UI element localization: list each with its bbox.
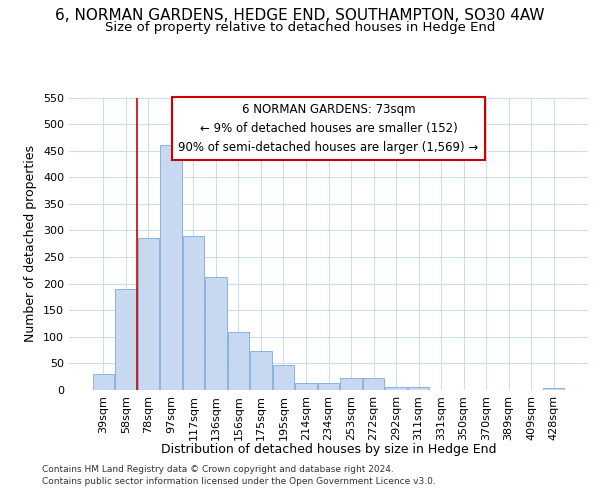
Y-axis label: Number of detached properties: Number of detached properties (25, 145, 37, 342)
Bar (250, 351, 272, 390)
Bar (115, 289, 137, 390)
Text: 6 NORMAN GARDENS: 73sqm
← 9% of detached houses are smaller (152)
90% of semi-de: 6 NORMAN GARDENS: 73sqm ← 9% of detached… (178, 104, 479, 154)
Bar (408, 388, 429, 390)
Bar (318, 383, 339, 390)
Bar (137, 238, 159, 390)
Text: Size of property relative to detached houses in Hedge End: Size of property relative to detached ho… (105, 22, 495, 35)
Bar (92, 374, 114, 390)
Bar (182, 236, 204, 390)
Bar (295, 383, 317, 390)
Text: Contains public sector information licensed under the Open Government Licence v3: Contains public sector information licen… (42, 477, 436, 486)
Text: 6, NORMAN GARDENS, HEDGE END, SOUTHAMPTON, SO30 4AW: 6, NORMAN GARDENS, HEDGE END, SOUTHAMPTO… (55, 8, 545, 22)
Bar (543, 388, 565, 390)
Bar (160, 146, 182, 390)
Text: Distribution of detached houses by size in Hedge End: Distribution of detached houses by size … (161, 442, 497, 456)
Bar (363, 378, 384, 390)
Bar (340, 378, 362, 390)
Bar (273, 365, 294, 390)
Bar (385, 387, 407, 390)
Bar (228, 332, 249, 390)
Text: Contains HM Land Registry data © Crown copyright and database right 2024.: Contains HM Land Registry data © Crown c… (42, 465, 394, 474)
Bar (205, 276, 227, 390)
